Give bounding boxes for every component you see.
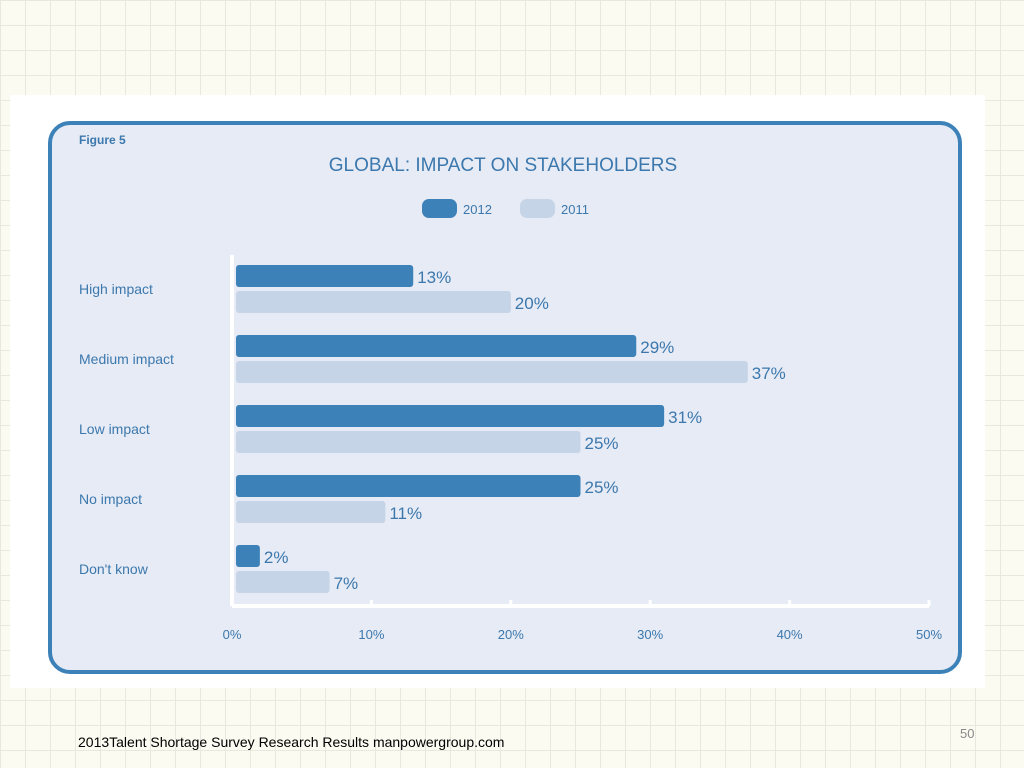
x-tick-label: 0% <box>223 627 242 642</box>
x-tick-label: 40% <box>777 627 803 642</box>
legend-label-2012: 2012 <box>463 202 492 217</box>
category-label: Don't know <box>79 561 149 577</box>
category-label: Medium impact <box>79 351 174 367</box>
page-number: 50 <box>960 726 975 741</box>
legend-label-2011: 2011 <box>561 202 589 217</box>
data-label: 7% <box>334 574 359 593</box>
plot-area: High impact Medium impact Low impact No imp… <box>79 255 942 642</box>
bar-2012 <box>236 405 665 427</box>
legend-swatch-2012 <box>422 199 457 218</box>
category-label: No impact <box>79 491 142 507</box>
figure-label: Figure 5 <box>79 133 126 147</box>
bar-2011 <box>236 361 748 383</box>
chart-title: GLOBAL: IMPACT ON STAKEHOLDERS <box>329 155 677 176</box>
x-tick-label: 50% <box>916 627 942 642</box>
x-tick-label: 20% <box>498 627 524 642</box>
bar-2011 <box>236 291 511 313</box>
bar-2012 <box>236 265 414 287</box>
data-label: 25% <box>585 478 619 497</box>
legend-swatch-2011 <box>520 199 555 218</box>
category-label: Low impact <box>79 421 150 437</box>
footer-source: 2013Talent Shortage Survey Research Resu… <box>78 734 505 750</box>
bar-2011 <box>236 571 330 593</box>
data-label: 11% <box>389 504 422 523</box>
data-label: 20% <box>515 294 549 313</box>
legend: 2012 2011 <box>422 199 589 218</box>
data-label: 2% <box>264 548 289 567</box>
data-label: 13% <box>417 268 451 287</box>
category-label: High impact <box>79 281 153 297</box>
bar-2012 <box>236 475 581 497</box>
data-label: 31% <box>668 408 702 427</box>
x-tick-label: 30% <box>637 627 663 642</box>
data-label: 37% <box>752 364 786 383</box>
bar-2011 <box>236 501 386 523</box>
data-label: 25% <box>585 434 619 453</box>
bar-2012 <box>236 545 260 567</box>
chart-frame <box>48 121 962 674</box>
bar-2012 <box>236 335 637 357</box>
bar-2011 <box>236 431 581 453</box>
data-label: 29% <box>640 338 674 357</box>
x-tick-label: 10% <box>358 627 384 642</box>
